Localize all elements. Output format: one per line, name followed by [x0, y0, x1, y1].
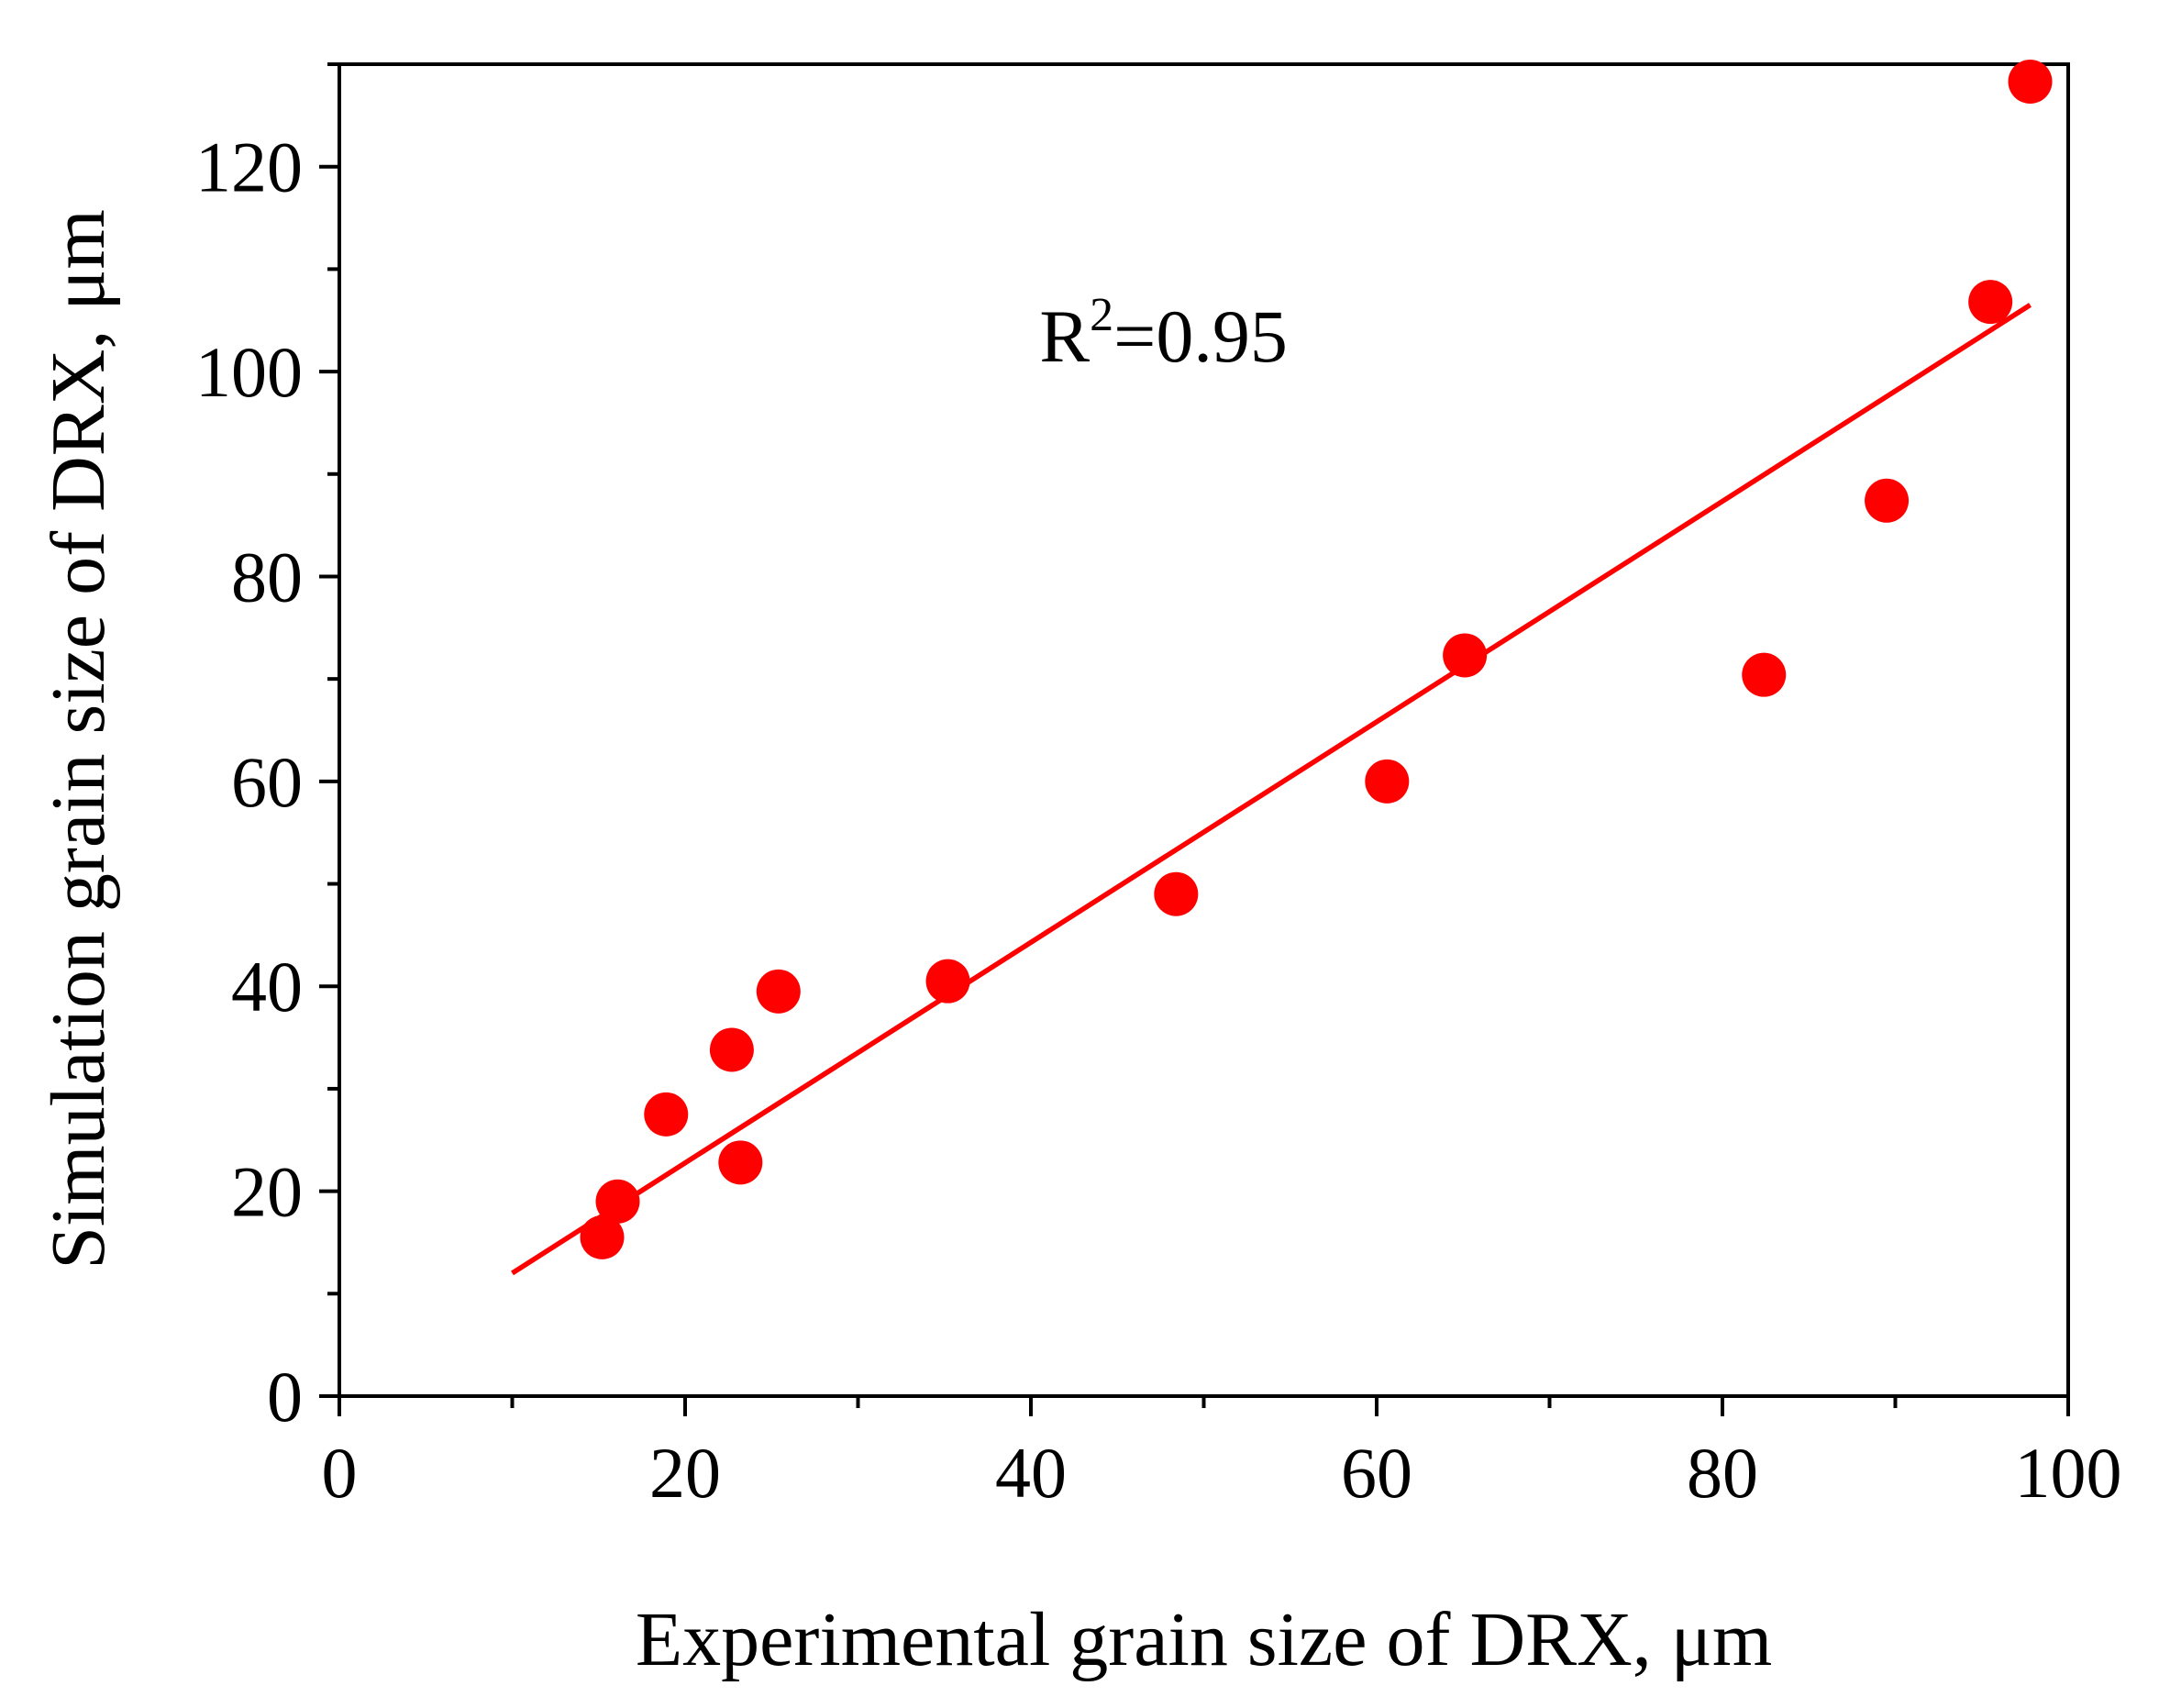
data-point: [2008, 59, 2053, 104]
annotation-superscript: 2: [1090, 289, 1113, 341]
data-point: [1742, 652, 1787, 697]
y-tick-label: 0: [267, 1357, 303, 1436]
data-point: [709, 1027, 754, 1072]
data-point: [595, 1179, 640, 1224]
data-points-layer: [580, 59, 2053, 1259]
data-point: [1865, 478, 1910, 523]
y-tick-label: 20: [231, 1152, 303, 1232]
x-tick-label: 80: [1687, 1433, 1758, 1513]
data-point: [1443, 633, 1488, 678]
data-point: [756, 969, 801, 1014]
data-point: [644, 1092, 689, 1137]
x-tick-label: 40: [995, 1433, 1067, 1513]
data-point: [580, 1214, 625, 1259]
y-tick-label: 40: [231, 947, 303, 1026]
data-point: [925, 959, 970, 1004]
y-tick-label: 60: [231, 742, 303, 822]
x-tick-label: 60: [1341, 1433, 1412, 1513]
y-tick-label: 100: [195, 332, 303, 412]
x-axis-title: Experimental grain size of DRX, μm: [636, 1597, 1772, 1682]
annotation-main: R: [1039, 294, 1090, 378]
x-axis-ticks: 0 20 40 60 80 100: [322, 1396, 2122, 1513]
data-point: [718, 1140, 763, 1185]
x-tick-label: 100: [2015, 1433, 2122, 1513]
data-point: [1365, 759, 1410, 804]
r-squared-annotation: R2=0.95: [1039, 289, 1287, 378]
y-tick-label: 80: [231, 537, 303, 616]
annotation-rest: =0.95: [1113, 294, 1288, 378]
x-tick-label: 20: [649, 1433, 721, 1513]
fit-line: [511, 303, 2032, 1276]
y-tick-label: 120: [195, 128, 303, 207]
y-axis-title: Simulation grain size of DRX, μm: [36, 209, 121, 1270]
x-tick-label: 0: [322, 1433, 358, 1513]
data-point: [1968, 280, 2013, 325]
y-axis-ticks: 0 20 40 60 80 100 120: [195, 62, 339, 1436]
data-point: [1154, 871, 1199, 916]
fit-line-layer: [511, 303, 2032, 1276]
